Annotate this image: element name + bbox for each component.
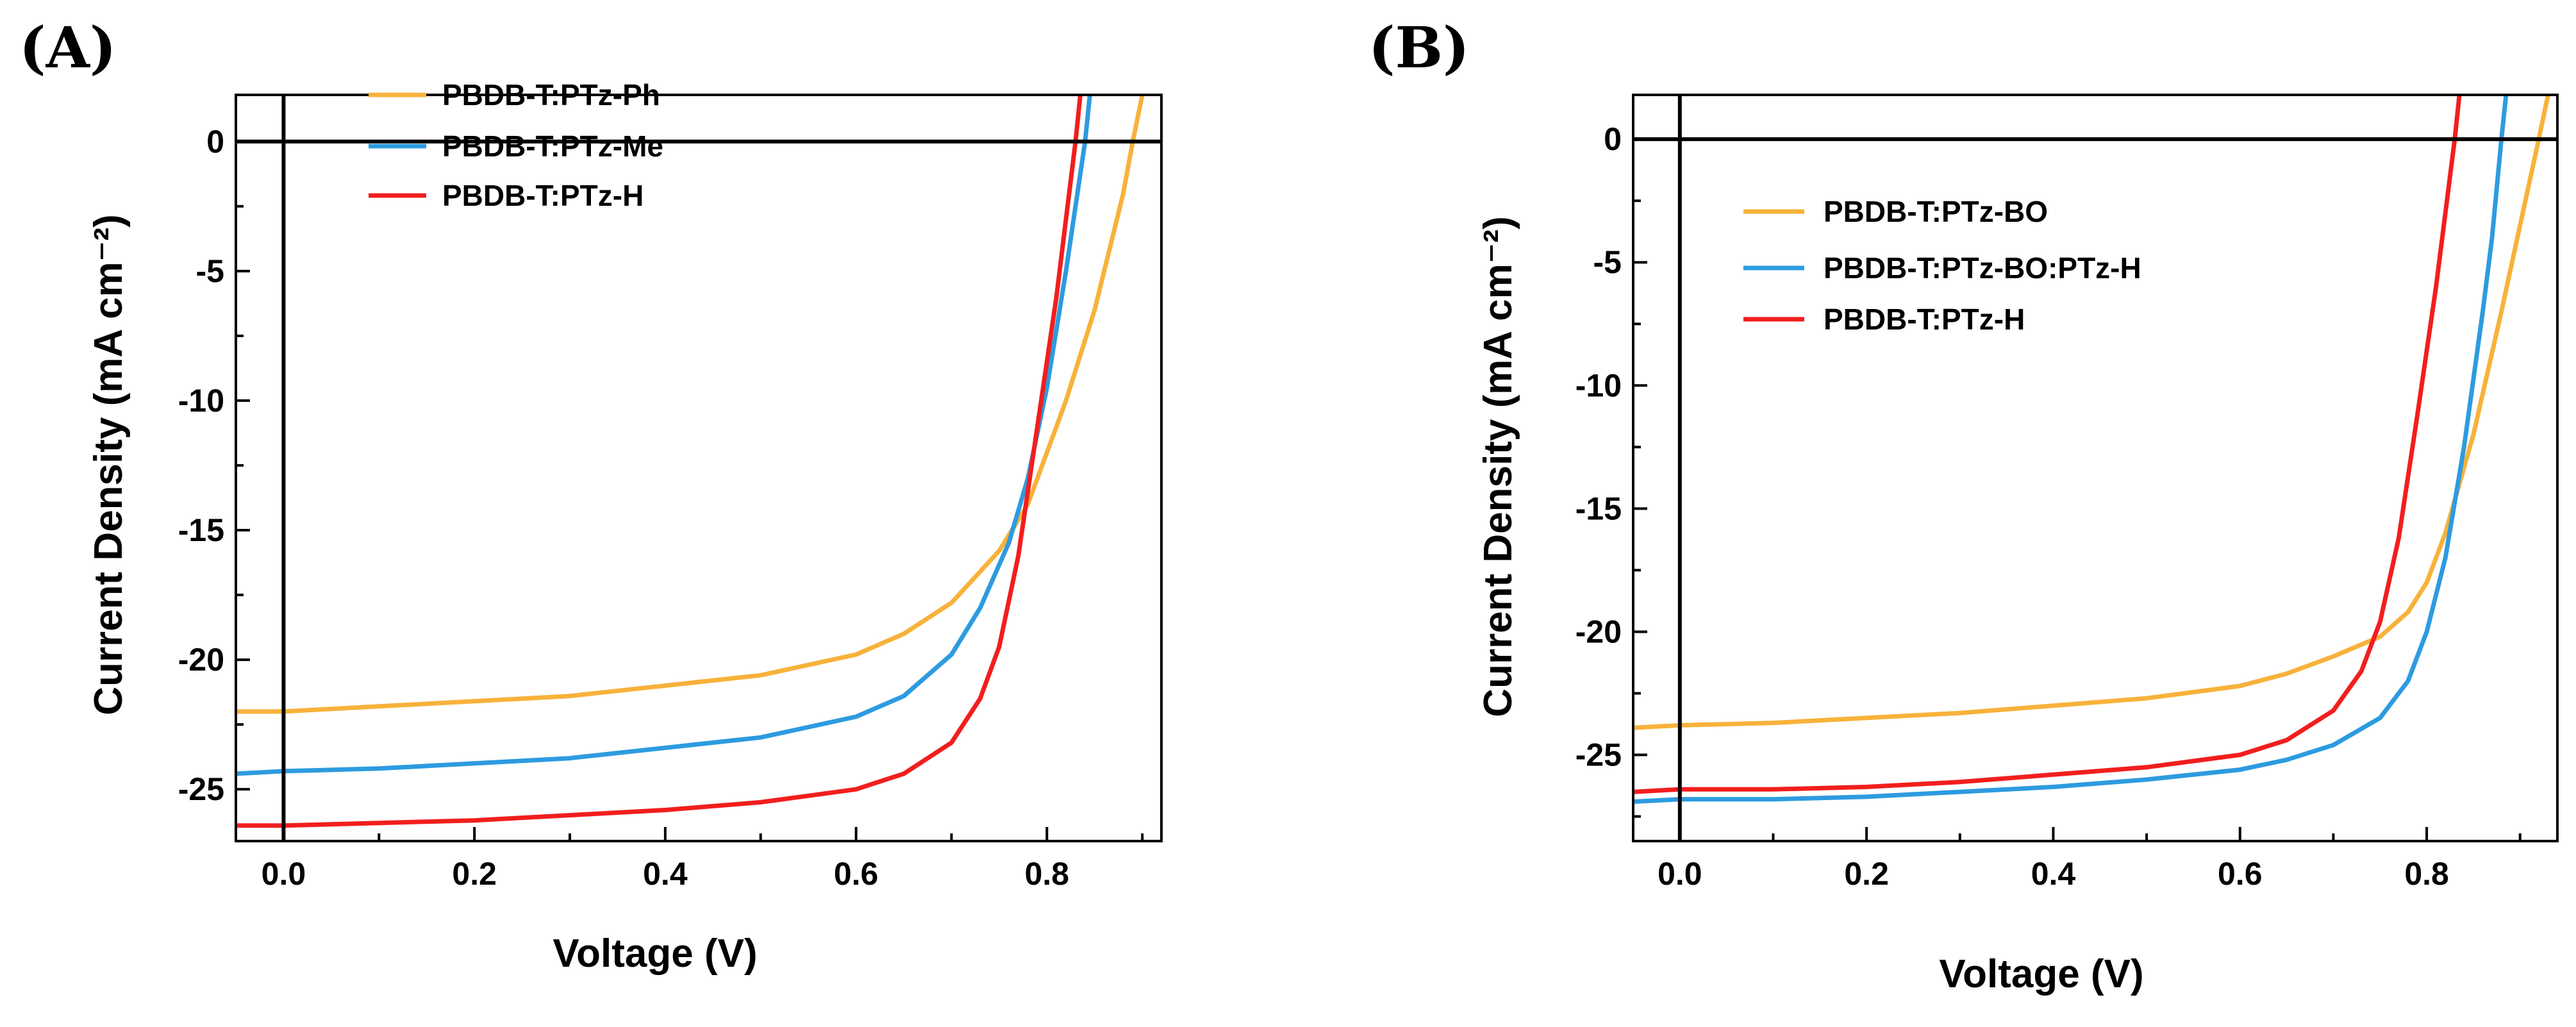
x-tick-label-a: 0.2 [452,856,497,892]
series-line-pbdb-t-ptz-me-a [236,95,1092,776]
x-axis-title-a: Voltage (V) [553,931,757,976]
y-tick-label-b: -15 [1575,490,1622,526]
x-tick-label-b: 0.4 [2031,856,2076,892]
x-tick-label-b: 0.0 [1658,856,1702,892]
legend-label-ptz-ph: PBDB-T:PTz-Ph [442,78,660,112]
legend-label-ptz-h-b: PBDB-T:PTz-H [1824,303,2025,336]
chart-panel-a: (A) 0.0 0.2 0.4 0.6 0.8 0 -5 -10 -15 -20 -25 Volta… [19,14,1163,976]
y-tick-label-a: -15 [178,512,224,548]
y-tick-label-b: -25 [1575,737,1622,773]
y-tick-label-b: -10 [1575,367,1622,403]
y-axis-title-b: Current Density (mA cm⁻²) [1476,216,1520,717]
legend-label-ptz-bo: PBDB-T:PTz-BO [1824,195,2048,228]
y-tick-label-b: -20 [1575,614,1622,649]
series-line-pbdb-t-ptz-bo-b [1633,95,2550,730]
legend-label-ptz-h: PBDB-T:PTz-H [442,179,644,212]
x-tick-label-a: 0.8 [1025,856,1070,892]
x-tick-label-a: 0.0 [262,856,306,892]
x-tick-label-b: 0.6 [2218,856,2263,892]
x-tick-label-b: 0.2 [1844,856,1889,892]
panel-label-a: (A) [19,14,117,81]
x-axis-title-b: Voltage (V) [1939,952,2143,996]
series-line-pbdb-t-ptz-ph-a [236,95,1145,714]
series-line-pbdb-t-ptz-h-a [236,95,1083,828]
y-tick-label-b: -5 [1593,244,1622,280]
panel-label-b: (B) [1368,14,1470,81]
legend-label-ptz-me: PBDB-T:PTz-Me [442,129,663,163]
legend-a: PBDB-T:PTz-Ph PBDB-T:PTz-Me PBDB-T:PTz-H [369,78,663,212]
legend-label-ptz-bo-ptz-h: PBDB-T:PTz-BO:PTz-H [1824,251,2141,285]
plot-frame-b [1632,94,2559,842]
x-tick-label-b: 0.8 [2404,856,2449,892]
plot-frame-a [235,94,1163,842]
y-axis-title-a: Current Density (mA cm⁻²) [87,214,131,715]
x-tick-label-a: 0.4 [643,856,688,892]
y-tick-label-a: -10 [178,383,224,419]
x-tick-label-a: 0.6 [834,856,879,892]
series-line-pbdb-t-ptz-bo-ptz-h-b [1633,95,2509,804]
chart-panel-b: (B) 0.0 0.2 0.4 0.6 0.8 0 -5 -10 -15 -20 -25 Volta… [1368,14,2559,996]
series-line-pbdb-t-ptz-h-b [1633,95,2462,794]
y-tick-label-b: 0 [1604,121,1622,157]
y-tick-label-a: -25 [178,771,224,807]
legend-b: PBDB-T:PTz-BO PBDB-T:PTz-BO:PTz-H PBDB-T… [1743,195,2141,336]
y-tick-label-a: -5 [196,253,224,289]
y-tick-label-a: -20 [178,642,224,678]
y-tick-label-a: 0 [206,124,224,160]
